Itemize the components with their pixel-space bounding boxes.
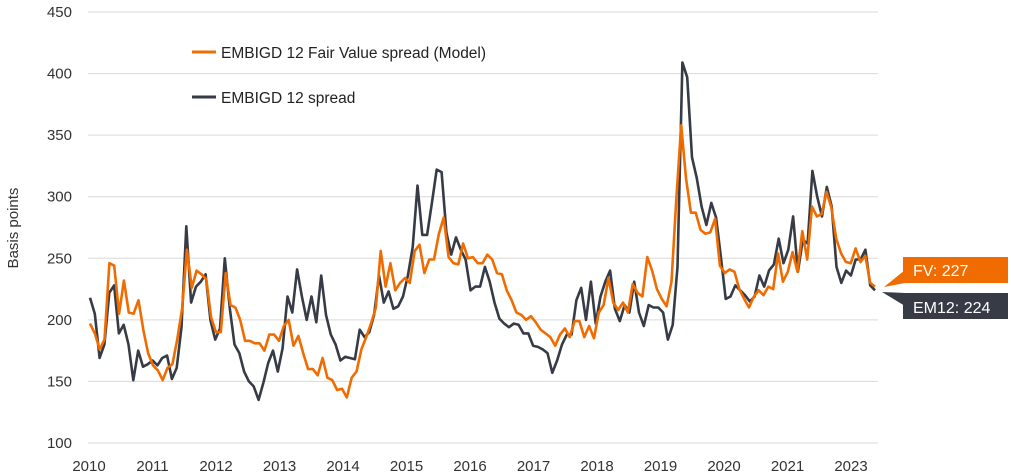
x-tick-label: 2015	[390, 458, 423, 474]
x-tick-label: 2013	[263, 458, 296, 474]
series-lines	[88, 61, 876, 402]
y-tick-label: 200	[47, 312, 72, 329]
x-tick-label: 2020	[707, 458, 740, 474]
series-line-spread	[88, 61, 876, 402]
x-tick-label: 2017	[517, 458, 550, 474]
callout-label-fair-value: FV: 227	[913, 263, 969, 280]
y-tick-label: 100	[47, 435, 72, 452]
gridlines	[88, 11, 878, 444]
callout-spread: EM12: 224	[882, 292, 1008, 319]
callout-label-spread: EM12: 224	[913, 300, 990, 317]
y-tick-label: 150	[47, 373, 72, 390]
y-tick-label: 450	[47, 4, 72, 21]
x-tick-label: 2014	[326, 458, 359, 474]
y-tick-label: 400	[47, 66, 72, 83]
x-tick-label: 2011	[136, 458, 168, 474]
callout-box-fair-value	[903, 257, 1008, 283]
callout-pointer-fair-value	[884, 270, 905, 287]
x-tick-label: 2021	[771, 458, 804, 474]
x-tick-label: 2012	[199, 458, 232, 474]
y-axis-ticks: 100 150 200 250 300 350 400 450	[47, 4, 72, 452]
x-tick-label: 2019	[644, 458, 677, 474]
y-tick-label: 350	[47, 127, 72, 144]
x-tick-label: 2010	[72, 458, 105, 474]
legend-label-fair-value: EMBIGD 12 Fair Value spread (Model)	[221, 45, 486, 62]
x-tick-label: 2016	[453, 458, 486, 474]
y-tick-label: 300	[47, 189, 72, 206]
y-axis-label: Basis points	[5, 188, 22, 269]
x-axis-ticks: 2010 2011 2012 2013 2014 2015 2016 2017 2018 2019…	[72, 458, 867, 474]
callout-fair-value: FV: 227	[884, 257, 1008, 287]
callout-pointer-spread	[882, 292, 905, 306]
callout-box-spread	[903, 293, 1008, 319]
y-tick-label: 250	[47, 250, 72, 267]
legend-label-spread: EMBIGD 12 spread	[221, 90, 355, 107]
legend: EMBIGD 12 Fair Value spread (Model) EMBI…	[192, 45, 486, 107]
x-tick-label: 2023	[834, 458, 867, 474]
series-line-fair-value	[88, 124, 876, 399]
x-tick-label: 2018	[580, 458, 613, 474]
